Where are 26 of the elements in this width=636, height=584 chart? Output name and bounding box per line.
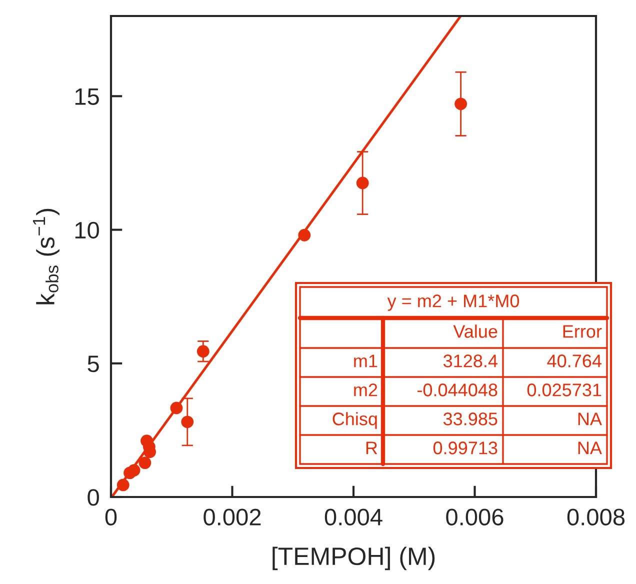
annotation: Value bbox=[453, 324, 498, 338]
annotation: 0.99713 bbox=[433, 442, 498, 454]
annotation: -0.044048 bbox=[417, 384, 498, 396]
annotation: m2 bbox=[354, 384, 378, 396]
annotation: Error bbox=[563, 325, 602, 338]
annotation: Chisq bbox=[332, 412, 377, 429]
x-tick-label: 0.004 bbox=[324, 508, 382, 526]
annotation: NA bbox=[578, 412, 602, 426]
annotation: y = m2 + M1*M0 bbox=[387, 294, 520, 311]
y-axis-title: k$_{obs}$ (s$^{−1}$) bbox=[32, 208, 60, 304]
y-tick-label: 0 bbox=[88, 489, 99, 506]
x-axis-title: [TEMPOH] (M) bbox=[272, 546, 435, 570]
annotation: 40.764 bbox=[547, 354, 602, 368]
x-tick-label: 0 bbox=[105, 508, 117, 526]
annotation: NA bbox=[578, 442, 602, 454]
y-tick-label: 5 bbox=[88, 356, 99, 372]
y-tick-label: 10 bbox=[75, 222, 99, 239]
x-tick-label: 0.006 bbox=[446, 508, 504, 526]
x-tick-label: 0.002 bbox=[204, 508, 261, 526]
annotation: 33.985 bbox=[443, 412, 498, 426]
annotation: R bbox=[366, 442, 378, 454]
y-tick-label: 15 bbox=[75, 88, 99, 105]
annotation: 0.025731 bbox=[527, 384, 602, 396]
annotation: m1 bbox=[354, 354, 378, 368]
x-tick-label: 0.008 bbox=[567, 508, 625, 526]
annotation: 3128.4 bbox=[443, 354, 498, 368]
